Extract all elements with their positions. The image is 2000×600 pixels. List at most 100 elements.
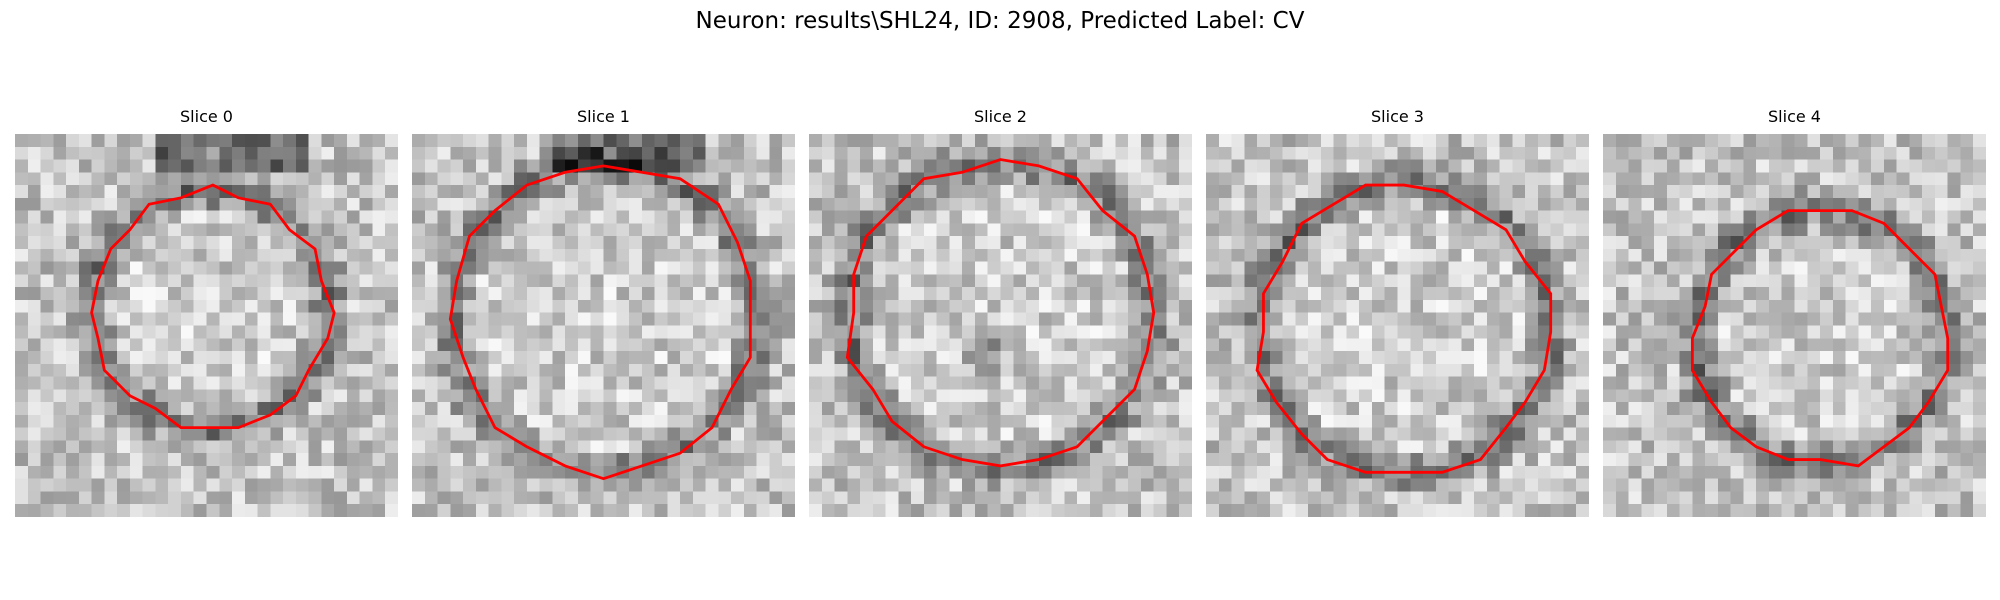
pixel — [1435, 338, 1449, 352]
pixel — [168, 172, 182, 186]
pixel — [219, 427, 233, 441]
pixel — [295, 338, 309, 352]
pixel — [847, 504, 861, 517]
pixel — [53, 185, 67, 199]
pixel — [616, 299, 630, 313]
pixel — [1781, 134, 1795, 148]
pixel — [66, 210, 80, 224]
pixel — [1807, 351, 1821, 365]
pixel — [1448, 491, 1462, 505]
pixel — [809, 172, 823, 186]
pixel — [1320, 134, 1334, 148]
pixel — [1206, 287, 1220, 301]
pixel — [603, 185, 617, 199]
pixel — [1896, 172, 1910, 186]
pixel — [1320, 402, 1334, 416]
pixel — [1231, 325, 1245, 339]
pixel — [1153, 338, 1167, 352]
pixel — [718, 248, 732, 262]
pixel — [15, 504, 29, 517]
pixel — [1794, 210, 1808, 224]
pixel — [1576, 351, 1589, 365]
pixel — [1038, 312, 1052, 326]
pixel — [898, 504, 912, 517]
pixel — [616, 414, 630, 428]
pixel — [1563, 236, 1577, 250]
pixel — [1064, 248, 1078, 262]
pixel — [603, 376, 617, 390]
pixel — [654, 351, 668, 365]
pixel — [1832, 402, 1846, 416]
pixel — [1628, 376, 1642, 390]
pixel — [1435, 146, 1449, 160]
pixel — [27, 363, 41, 377]
pixel — [385, 402, 398, 416]
pixel — [1537, 236, 1551, 250]
pixel — [424, 427, 438, 441]
pixel — [1654, 402, 1668, 416]
pixel — [308, 325, 322, 339]
pixel — [244, 325, 258, 339]
pixel — [1346, 134, 1360, 148]
pixel — [1756, 376, 1770, 390]
pixel — [53, 146, 67, 160]
pixel — [463, 146, 477, 160]
pixel — [359, 504, 373, 517]
pixel — [552, 504, 566, 517]
pixel — [193, 236, 207, 250]
pixel — [629, 402, 643, 416]
pixel — [257, 465, 271, 479]
pixel — [1295, 325, 1309, 339]
pixel — [1359, 172, 1373, 186]
pixel — [1654, 440, 1668, 454]
pixel — [1973, 159, 1986, 173]
pixel — [641, 261, 655, 275]
pixel — [1794, 185, 1808, 199]
pixel — [1282, 185, 1296, 199]
pixel — [1909, 389, 1923, 403]
pixel — [180, 236, 194, 250]
pixel — [898, 338, 912, 352]
pixel — [1089, 491, 1103, 505]
pixel — [923, 427, 937, 441]
pixel — [1244, 287, 1258, 301]
pixel — [1371, 172, 1385, 186]
pixel — [412, 440, 426, 454]
pixel — [53, 440, 67, 454]
pixel — [1320, 236, 1334, 250]
pixel — [168, 261, 182, 275]
pixel — [27, 159, 41, 173]
pixel — [1089, 172, 1103, 186]
pixel — [117, 325, 131, 339]
pixel — [641, 351, 655, 365]
pixel — [91, 172, 105, 186]
contour-outline — [448, 164, 752, 481]
pixel — [565, 491, 579, 505]
pixel — [1435, 325, 1449, 339]
pixel — [911, 248, 925, 262]
pixel — [1537, 402, 1551, 416]
pixel — [1807, 146, 1821, 160]
pixel — [232, 351, 246, 365]
pixel — [1896, 287, 1910, 301]
pixel — [1026, 427, 1040, 441]
pixel — [1166, 197, 1180, 211]
pixel — [974, 402, 988, 416]
pixel — [488, 236, 502, 250]
pixel — [1550, 453, 1564, 467]
pixel — [321, 172, 335, 186]
pixel — [847, 402, 861, 416]
pixel — [1512, 274, 1526, 288]
pixel — [1038, 351, 1052, 365]
pixel — [1692, 223, 1706, 237]
pixel — [526, 504, 540, 517]
pixel — [590, 146, 604, 160]
pixel — [1269, 465, 1283, 479]
pixel — [104, 325, 118, 339]
pixel — [1295, 389, 1309, 403]
pixel — [1089, 453, 1103, 467]
pixel — [1781, 351, 1795, 365]
pixel — [1474, 402, 1488, 416]
pixel — [257, 491, 271, 505]
pixel — [27, 261, 41, 275]
